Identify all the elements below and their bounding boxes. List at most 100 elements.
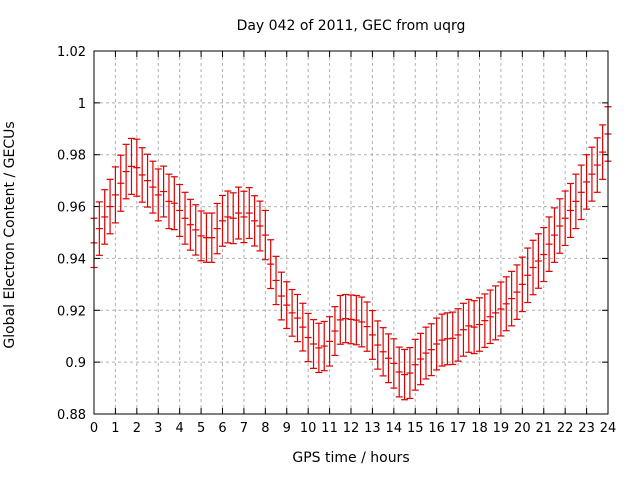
error-bar [374,320,382,370]
error-bar [165,173,173,230]
error-bar [454,308,462,362]
error-bar [567,182,575,239]
error-bar [331,306,339,357]
svg-text:20: 20 [514,421,531,436]
svg-text:0.98: 0.98 [57,149,86,164]
svg-text:12: 12 [343,421,360,436]
error-bar [213,202,221,255]
error-bar [465,298,473,353]
error-bar [267,239,275,290]
svg-text:13: 13 [364,421,381,436]
error-bar [529,239,537,296]
error-bar [95,201,103,256]
error-bar [310,319,318,369]
error-bar [481,293,489,348]
chart-title: Day 042 of 2011, GEC from uqrg [236,18,466,34]
error-bar [315,322,323,374]
error-bar [122,143,130,200]
error-bar [502,276,510,332]
svg-text:1.02: 1.02 [57,45,86,60]
error-bar [395,346,403,398]
error-bar [599,124,607,180]
error-bar [486,289,494,345]
svg-text:5: 5 [197,421,205,436]
error-bar [342,293,350,344]
error-bar [540,226,548,283]
svg-text:1: 1 [111,421,119,436]
error-bar [572,173,580,230]
error-bar [593,137,601,193]
error-bar [508,270,516,327]
error-bar [144,153,152,208]
error-bar [229,192,237,245]
error-bar [449,311,457,366]
svg-text:1: 1 [78,97,86,112]
error-bar [379,327,387,377]
error-bar [219,194,226,247]
error-bar [154,168,162,222]
error-bar [117,154,125,212]
svg-text:4: 4 [176,421,184,436]
error-bar [160,165,168,218]
error-bar [133,138,141,197]
error-bar [459,302,467,357]
error-bar [111,166,119,224]
error-bar [208,212,216,263]
svg-text:10: 10 [300,421,317,436]
error-bar [127,137,135,195]
error-bar [245,187,253,240]
error-bar [235,186,243,240]
error-bar [363,301,371,352]
svg-text:0.88: 0.88 [57,408,86,423]
error-bar [406,347,414,400]
error-bar [470,300,478,355]
svg-text:8: 8 [261,421,269,436]
error-bar [476,297,483,352]
svg-text:14: 14 [386,421,403,436]
svg-text:22: 22 [557,421,574,436]
gridlines [94,51,608,414]
svg-text:0.92: 0.92 [57,304,86,319]
error-bar [138,147,146,203]
error-bar [293,293,301,343]
error-bar [492,285,500,341]
error-bar [427,323,435,377]
error-bar [524,247,532,304]
error-bar [256,200,264,252]
error-bar [192,204,200,256]
error-bar [326,316,334,367]
error-bar [422,326,430,380]
svg-text:23: 23 [578,421,595,436]
svg-text:21: 21 [535,421,552,436]
error-bar [347,294,355,345]
svg-text:6: 6 [218,421,226,436]
error-bar [534,233,542,289]
svg-text:16: 16 [428,421,445,436]
error-bar [497,281,505,337]
error-bar [288,288,296,337]
svg-text:3: 3 [154,421,162,436]
error-bar [106,178,114,235]
error-bar [518,256,526,313]
error-bar [384,333,392,384]
error-bar [358,296,366,348]
error-bar [583,154,591,210]
error-bar [251,195,259,247]
error-bar [561,190,569,247]
x-axis-label: GPS time / hours [292,450,410,466]
tick-labels: 0 1 2 3 4 5 6 7 8 9 10 11 12 13 14 15 16 17 18 19 20 21 22 23 24… [57,45,616,436]
error-bar [368,309,376,360]
error-bar [299,302,307,352]
svg-text:0.9: 0.9 [65,356,86,371]
error-bar [240,190,248,244]
error-bar [170,176,178,231]
error-bar [277,271,285,321]
error-bar [556,198,564,254]
svg-text:17: 17 [450,421,467,436]
error-bar [101,189,109,245]
error-bar [186,198,194,251]
error-bar [588,146,596,202]
error-bar [352,294,360,346]
svg-text:15: 15 [407,421,424,436]
svg-text:7: 7 [240,421,248,436]
